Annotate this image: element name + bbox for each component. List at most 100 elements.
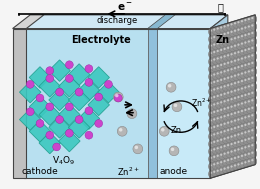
Circle shape: [243, 85, 250, 92]
Circle shape: [246, 69, 254, 76]
Circle shape: [208, 95, 216, 103]
Circle shape: [239, 19, 247, 26]
Circle shape: [229, 29, 236, 37]
Circle shape: [219, 107, 226, 115]
Polygon shape: [39, 104, 61, 125]
Text: $\mathbf{e^-}$: $\mathbf{e^-}$: [117, 2, 133, 13]
Circle shape: [222, 121, 230, 129]
Circle shape: [212, 50, 219, 57]
Circle shape: [220, 49, 222, 51]
Circle shape: [227, 114, 229, 116]
Circle shape: [210, 29, 212, 32]
Circle shape: [225, 68, 233, 75]
Circle shape: [234, 52, 236, 54]
Circle shape: [248, 18, 250, 20]
Circle shape: [236, 87, 243, 94]
Circle shape: [210, 82, 212, 84]
Circle shape: [251, 69, 254, 71]
Circle shape: [217, 155, 219, 157]
Circle shape: [215, 33, 223, 41]
Circle shape: [217, 57, 219, 60]
Circle shape: [227, 32, 229, 34]
Circle shape: [213, 29, 216, 31]
Circle shape: [251, 107, 254, 109]
Circle shape: [234, 67, 236, 69]
Circle shape: [232, 148, 240, 155]
Circle shape: [237, 51, 240, 53]
Circle shape: [251, 122, 254, 124]
Circle shape: [210, 172, 212, 174]
Circle shape: [36, 119, 44, 127]
Circle shape: [246, 121, 254, 129]
Circle shape: [229, 89, 236, 97]
Circle shape: [248, 160, 250, 162]
Circle shape: [229, 156, 236, 164]
Circle shape: [236, 124, 243, 132]
Circle shape: [224, 78, 226, 80]
Circle shape: [236, 27, 243, 35]
Circle shape: [234, 60, 236, 62]
Circle shape: [95, 93, 103, 101]
Circle shape: [229, 82, 236, 89]
Circle shape: [239, 146, 247, 153]
Circle shape: [220, 64, 222, 66]
Circle shape: [229, 74, 236, 82]
Polygon shape: [29, 67, 51, 88]
Circle shape: [241, 132, 243, 135]
Circle shape: [251, 152, 254, 154]
Circle shape: [239, 116, 247, 123]
Circle shape: [217, 117, 219, 119]
Circle shape: [236, 154, 243, 162]
Polygon shape: [58, 104, 80, 125]
Circle shape: [237, 96, 240, 98]
Circle shape: [56, 116, 63, 123]
Text: anode: anode: [160, 167, 188, 177]
Circle shape: [241, 125, 243, 127]
Circle shape: [208, 65, 216, 73]
Circle shape: [220, 124, 222, 126]
Circle shape: [241, 50, 243, 52]
Circle shape: [219, 77, 226, 85]
Circle shape: [225, 105, 233, 112]
Circle shape: [212, 64, 219, 72]
Circle shape: [220, 146, 222, 148]
Circle shape: [213, 36, 216, 38]
Circle shape: [66, 129, 73, 137]
Circle shape: [220, 34, 222, 36]
Circle shape: [250, 90, 257, 98]
Circle shape: [212, 147, 219, 154]
Circle shape: [66, 61, 73, 69]
Circle shape: [210, 112, 212, 114]
Circle shape: [213, 171, 216, 173]
Circle shape: [234, 164, 236, 167]
Polygon shape: [39, 132, 61, 154]
Circle shape: [236, 139, 243, 147]
Circle shape: [219, 100, 226, 107]
Circle shape: [224, 85, 226, 88]
Circle shape: [222, 144, 230, 151]
Circle shape: [213, 51, 216, 53]
Circle shape: [212, 109, 219, 117]
Circle shape: [227, 84, 229, 86]
Circle shape: [210, 164, 212, 167]
Circle shape: [225, 120, 233, 128]
Circle shape: [213, 81, 216, 83]
Circle shape: [217, 162, 219, 164]
Circle shape: [220, 131, 222, 133]
Polygon shape: [78, 79, 100, 101]
Circle shape: [220, 109, 222, 111]
Circle shape: [215, 131, 223, 138]
Circle shape: [231, 150, 233, 153]
Circle shape: [231, 136, 233, 138]
Circle shape: [248, 55, 250, 58]
Circle shape: [210, 74, 212, 77]
Circle shape: [231, 31, 233, 33]
Circle shape: [236, 162, 243, 169]
Circle shape: [229, 126, 236, 134]
Circle shape: [237, 141, 240, 143]
Circle shape: [225, 60, 233, 68]
Circle shape: [224, 48, 226, 50]
Circle shape: [246, 129, 254, 136]
Circle shape: [251, 39, 254, 42]
Circle shape: [241, 147, 243, 149]
